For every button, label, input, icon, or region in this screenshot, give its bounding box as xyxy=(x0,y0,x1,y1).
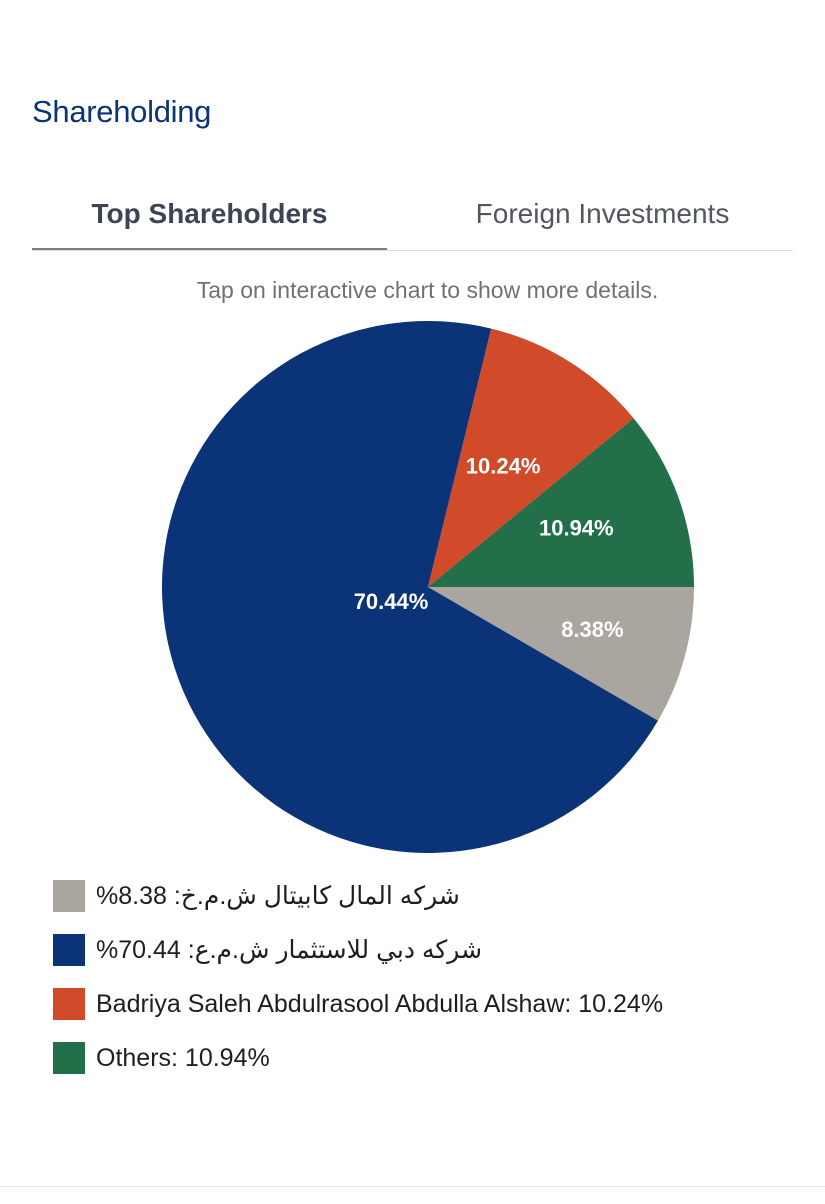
pie-slice-green[interactable] xyxy=(428,418,694,587)
legend-item[interactable]: Badriya Saleh Abdulrasool Abdulla Alshaw… xyxy=(53,988,663,1020)
legend-label: Others: 10.94% xyxy=(96,1043,270,1072)
slice-label-blue: 70.44% xyxy=(354,589,429,614)
tab-bar: Top Shareholders Foreign Investments xyxy=(32,180,793,251)
pie-slice-grey[interactable] xyxy=(428,587,694,721)
legend-label: شركه دبي للاستثمار ش.م.ع: 70.44% xyxy=(96,936,483,964)
slice-label-orange: 10.24% xyxy=(466,454,541,479)
legend-swatch-grey xyxy=(53,880,85,912)
legend-label: Badriya Saleh Abdulrasool Abdulla Alshaw… xyxy=(96,989,664,1018)
legend-swatch-orange xyxy=(53,988,85,1020)
pie-slice-blue[interactable] xyxy=(161,321,658,854)
legend-label: شركه المال كابيتال ش.م.خ: 8.38% xyxy=(96,882,460,910)
bottom-divider xyxy=(0,1186,825,1187)
tab-foreign-investments[interactable]: Foreign Investments xyxy=(475,198,730,229)
legend-swatch-blue xyxy=(53,934,85,966)
legend-item[interactable]: شركه دبي للاستثمار ش.م.ع: 70.44% xyxy=(53,934,663,966)
legend-swatch-green xyxy=(53,1042,85,1074)
pie-slice-orange[interactable] xyxy=(428,328,634,587)
slice-label-green: 10.94% xyxy=(539,515,614,540)
section-title: Shareholding xyxy=(32,94,212,129)
chart-legend: شركه المال كابيتال ش.م.خ: 8.38% شركه دبي… xyxy=(53,880,663,1096)
chart-hint-text: Tap on interactive chart to show more de… xyxy=(196,277,659,303)
tab-top-shareholders[interactable]: Top Shareholders xyxy=(32,180,387,250)
legend-item[interactable]: شركه المال كابيتال ش.م.خ: 8.38% xyxy=(53,880,663,912)
slice-label-grey: 8.38% xyxy=(561,617,623,642)
legend-item[interactable]: Others: 10.94% xyxy=(53,1042,663,1074)
